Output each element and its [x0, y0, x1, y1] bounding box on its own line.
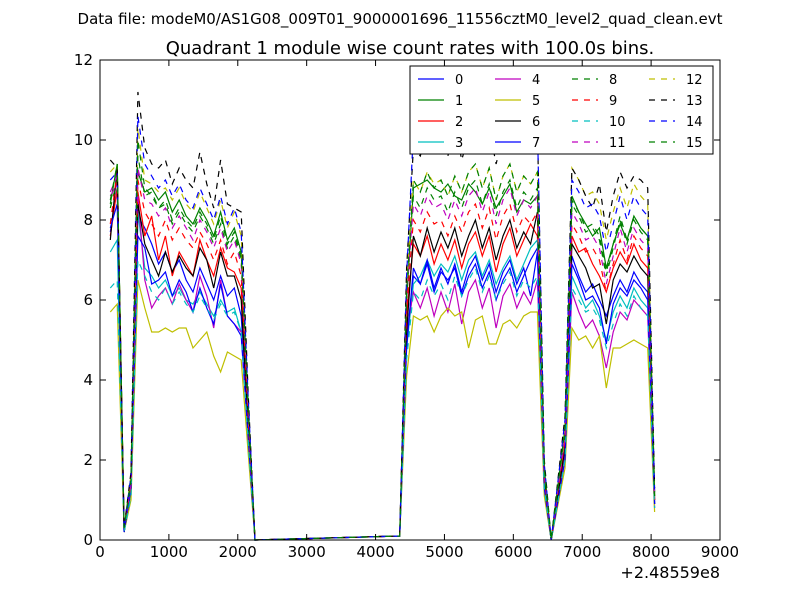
axis-layer: 0 1000 2000 3000 4000 5000 6000 7000 8000 9000 0 2 4… — [74, 51, 739, 561]
x-tick-label: 8000 — [632, 543, 670, 561]
legend-label-3: 3 — [455, 136, 463, 151]
series-6-line — [109, 167, 656, 541]
legend-label-7: 7 — [532, 136, 540, 151]
legend-label-8: 8 — [609, 73, 617, 88]
series-15-line — [109, 139, 656, 541]
legend-label-4: 4 — [532, 73, 540, 88]
y-tick-label: 0 — [83, 531, 93, 549]
series-12-line — [109, 127, 656, 541]
y-tick-label: 6 — [83, 291, 93, 309]
series-14-line — [109, 114, 656, 541]
legend-label-13: 13 — [686, 94, 703, 109]
legend-label-6: 6 — [532, 115, 540, 130]
series-1-line — [109, 163, 656, 541]
y-tick-label: 8 — [83, 211, 93, 229]
series-8-line — [109, 155, 656, 541]
series-7-line — [109, 203, 656, 541]
y-tick-label: 4 — [83, 371, 93, 389]
series-13-line — [109, 91, 656, 541]
y-tick-label: 12 — [74, 51, 93, 69]
series-11-line — [109, 167, 656, 541]
series-5-line — [109, 279, 656, 541]
series-4-line — [109, 181, 656, 541]
legend-label-2: 2 — [455, 115, 463, 130]
x-tick-label: 5000 — [425, 543, 463, 561]
legend-label-15: 15 — [686, 136, 703, 151]
x-tick-label: 4000 — [356, 543, 394, 561]
legend-label-10: 10 — [609, 115, 626, 130]
legend-label-1: 1 — [455, 94, 463, 109]
chart-suptitle: Data file: modeM0/AS1G08_009T01_90000016… — [78, 10, 723, 29]
series-layer — [109, 91, 656, 541]
x-tick-label: 1000 — [150, 543, 188, 561]
y-tick-label: 2 — [83, 451, 93, 469]
x-tick-label: 0 — [95, 543, 105, 561]
series-10-line — [109, 259, 656, 541]
series-9-line — [109, 171, 656, 541]
chart-title: Quadrant 1 module wise count rates with … — [166, 38, 655, 59]
legend-label-11: 11 — [609, 136, 626, 151]
x-tick-label: 2000 — [219, 543, 257, 561]
series-2-line — [109, 187, 656, 541]
y-tick-label: 10 — [74, 131, 93, 149]
x-tick-label: 7000 — [563, 543, 601, 561]
x-tick-label: 3000 — [288, 543, 326, 561]
legend-label-0: 0 — [455, 73, 463, 88]
legend-label-12: 12 — [686, 73, 703, 88]
x-tick-label: 6000 — [494, 543, 532, 561]
x-tick-label: 9000 — [701, 543, 739, 561]
x-offset-label: +2.48559e8 — [620, 563, 720, 582]
legend-label-14: 14 — [686, 115, 703, 130]
legend-label-9: 9 — [609, 94, 617, 109]
legend-label-5: 5 — [532, 94, 540, 109]
legend-box — [409, 65, 714, 155]
series-3-line — [109, 211, 656, 541]
series-0-line — [109, 187, 656, 541]
